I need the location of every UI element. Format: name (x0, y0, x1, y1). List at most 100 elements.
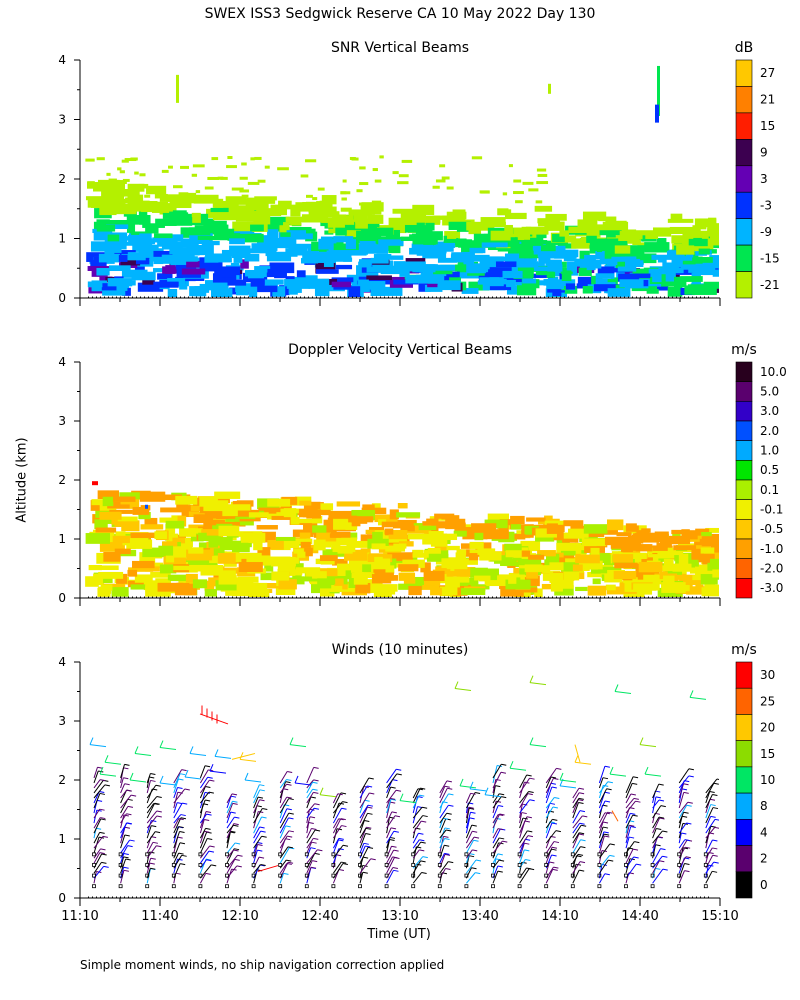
wind-barb (469, 853, 475, 856)
wind-barb (678, 801, 689, 814)
vel-cell (190, 505, 204, 512)
colorbar-label: 15 (760, 747, 775, 761)
calm-marker (437, 863, 442, 867)
wind-barb (306, 828, 312, 839)
wind-barb (678, 863, 685, 879)
vel-cell (562, 536, 579, 543)
snr-cell (597, 266, 615, 276)
wind-barb (146, 863, 151, 874)
wind-barb (93, 832, 101, 844)
calm-marker (703, 884, 708, 889)
wind-barb (545, 841, 555, 854)
vel-cell (521, 550, 531, 557)
wind-barb (492, 828, 501, 844)
wind-barb (580, 839, 586, 842)
snr-cell (221, 249, 238, 257)
wind-barb (608, 859, 614, 862)
vel-cell (371, 543, 386, 550)
vel-cell (572, 564, 583, 572)
vel-cell (237, 552, 262, 559)
colorbar-label: 20 (760, 721, 775, 735)
snr-cell (604, 247, 621, 259)
vel-cell (397, 503, 408, 509)
y-tick-label: 2 (58, 473, 66, 487)
wind-barb (399, 800, 417, 804)
colorbar-swatch (735, 139, 753, 167)
vel-cell (174, 587, 197, 596)
calm-marker (491, 884, 495, 889)
wind-barb (260, 830, 266, 833)
vel-cell (500, 588, 524, 597)
calm-marker (491, 863, 495, 867)
wind-barb (178, 818, 184, 821)
vel-cell (568, 528, 589, 538)
calm-marker (624, 884, 628, 889)
wind-barb (359, 833, 367, 849)
wind-barb (93, 779, 101, 789)
snr-cell (257, 238, 282, 247)
wind-barb (359, 806, 368, 824)
wind-barb (492, 801, 497, 814)
wind-barb (473, 839, 479, 842)
snr-cell (530, 273, 553, 278)
snr-cell (595, 227, 605, 233)
snr-cell (318, 238, 337, 250)
wind-barb (102, 835, 108, 838)
vel-cell (605, 584, 616, 591)
wind-barb (253, 789, 261, 804)
snr-cell (586, 262, 596, 271)
vel-cell (402, 559, 425, 568)
snr-cell (624, 245, 645, 251)
wind-barb (442, 817, 449, 820)
colorbar-label: -2.0 (760, 562, 783, 576)
wind-barb (146, 803, 155, 814)
snr-cell (93, 230, 113, 241)
wind-barb (454, 688, 472, 692)
snr-cell (126, 224, 136, 233)
colorbar-swatch (735, 381, 753, 402)
snr-cell (131, 185, 142, 189)
snr-cell (195, 190, 201, 194)
snr-cell (709, 255, 719, 266)
snr-cell (108, 243, 127, 250)
vel-cell (668, 535, 684, 542)
wind-barb (226, 859, 236, 874)
wind-barb (93, 780, 104, 794)
vel-cell (546, 523, 558, 534)
vel-cell (446, 545, 460, 551)
snr-cell (616, 269, 625, 278)
wind-barb (552, 806, 559, 809)
wind-barb (306, 803, 316, 814)
vel-cell (235, 577, 254, 584)
snr-cell (359, 166, 366, 170)
calm-marker (624, 863, 628, 867)
snr-cell (280, 232, 291, 237)
wind-barb (258, 856, 265, 859)
wind-barb (359, 828, 367, 839)
wind-barb (207, 837, 213, 840)
calm-marker (118, 863, 123, 867)
wind-barb (150, 779, 156, 782)
snr-cell (619, 249, 645, 259)
snr-cell (481, 242, 508, 248)
snr-cell (506, 279, 516, 288)
vel-cell (426, 518, 439, 523)
vel-cell (665, 569, 683, 575)
vel-cell (524, 525, 539, 535)
snr-cell (335, 214, 347, 224)
wind-barb (492, 837, 500, 849)
snr-cell (479, 256, 504, 267)
vel-cell (267, 498, 291, 507)
wind-barb (492, 805, 499, 819)
snr-cell (536, 181, 549, 185)
snr-cell (497, 242, 524, 252)
wind-barb (367, 846, 374, 849)
vel-cell (300, 541, 311, 548)
snr-cell (270, 238, 297, 249)
wind-barb (526, 867, 532, 870)
wind-barb (93, 784, 106, 799)
wind-barb (180, 814, 186, 817)
vel-cell (563, 520, 584, 527)
snr-cell (521, 279, 540, 289)
